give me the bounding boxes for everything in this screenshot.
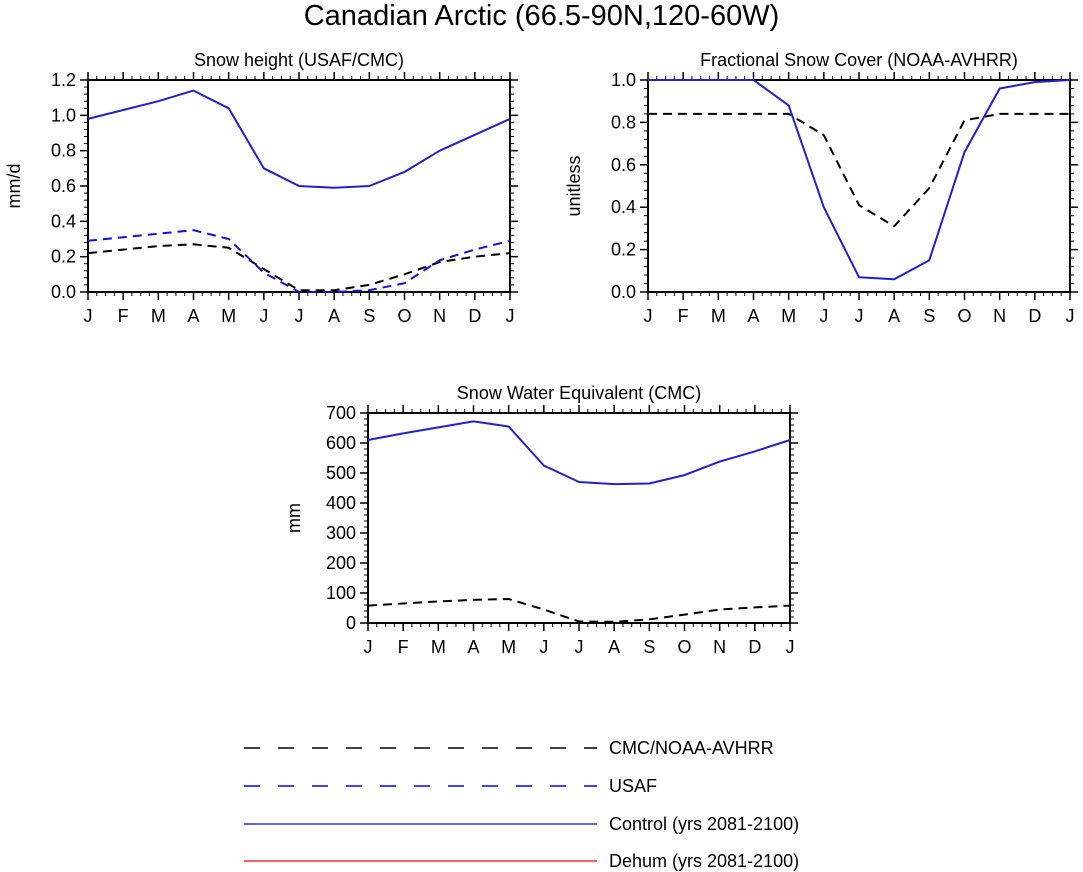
x-tick-label: J [506,306,515,326]
panel-title: Snow Water Equivalent (CMC) [457,383,701,403]
x-tick-label: A [888,306,900,326]
y-tick-label: 400 [326,493,356,513]
x-tick-label: J [295,306,304,326]
x-tick-label: O [957,306,971,326]
series-line-cmc-noaa-avhrr [648,112,1070,228]
y-tick-label: 1.0 [51,105,76,125]
plot-frame [647,79,1071,293]
x-tick-label: O [677,637,691,657]
legend-label-cmc: CMC/NOAA-AVHRR [609,738,774,758]
y-axis-label: mm [284,503,304,533]
x-tick-label: N [713,637,726,657]
y-axis-label: unitless [564,155,584,216]
x-tick-label: J [819,306,828,326]
x-tick-label: F [118,306,129,326]
x-tick-label: J [855,306,864,326]
y-tick-label: 0.0 [51,282,76,302]
x-tick-label: J [644,306,653,326]
x-tick-label: M [151,306,166,326]
x-tick-label: M [711,306,726,326]
series-line-control-yrs-2081-2100 [87,89,511,189]
y-tick-label: 0.0 [611,282,636,302]
x-tick-label: S [643,637,655,657]
y-tick-label: 0.4 [51,211,76,231]
x-tick-label: M [781,306,796,326]
x-tick-label: S [363,306,375,326]
x-tick-label: J [575,637,584,657]
y-tick-label: 0 [346,613,356,633]
x-tick-label: A [608,637,620,657]
y-tick-label: 0.8 [51,141,76,161]
x-tick-label: D [748,637,761,657]
y-tick-label: 1.0 [611,70,636,90]
y-tick-label: 600 [326,433,356,453]
x-tick-label: A [747,306,759,326]
series-line-cmc-noaa-avhrr [87,243,511,292]
x-tick-label: J [364,637,373,657]
figure-title: Canadian Arctic (66.5-90N,120-60W) [303,0,780,32]
x-tick-label: J [1066,306,1075,326]
series-line-usaf [87,229,511,293]
x-tick-label: M [501,637,516,657]
x-tick-label: F [398,637,409,657]
panel-title: Snow height (USAF/CMC) [194,50,404,70]
x-tick-label: A [328,306,340,326]
x-tick-label: D [468,306,481,326]
y-tick-label: 500 [326,463,356,483]
y-tick-label: 200 [326,553,356,573]
plot-frame [367,412,791,624]
y-tick-label: 0.6 [51,176,76,196]
panel-title: Fractional Snow Cover (NOAA-AVHRR) [700,50,1018,70]
series-line-cmc-noaa-avhrr [367,598,791,623]
x-tick-label: J [259,306,268,326]
legend-lines [244,747,597,862]
x-tick-label: J [84,306,93,326]
x-tick-label: N [433,306,446,326]
x-tick-label: D [1028,306,1041,326]
x-tick-label: A [187,306,199,326]
x-tick-label: J [539,637,548,657]
snow-water-equivalent-panel: Snow Water Equivalent (CMC) mm J F M A M J J A S O N… [284,383,798,657]
y-tick-label: 0.6 [611,155,636,175]
legend-label-dehum: Dehum (yrs 2081-2100) [609,851,800,871]
y-axis-label: mm/d [4,164,24,209]
y-tick-label: 300 [326,523,356,543]
x-tick-label: M [431,637,446,657]
x-tick-label: J [786,637,795,657]
y-tick-label: 1.2 [51,70,76,90]
legend-label-control: Control (yrs 2081-2100) [609,814,800,834]
series-line-control-yrs-2081-2100 [367,420,791,486]
y-tick-label: 0.2 [611,240,636,260]
x-tick-label: M [221,306,236,326]
fractional-snow-cover-panel: Fractional Snow Cover (NOAA-AVHRR) unitle… [564,50,1078,326]
x-tick-label: F [678,306,689,326]
x-tick-label: N [993,306,1006,326]
snow-height-panel: Snow height (USAF/CMC)mm/dJ F M A M J J A S O N D J0… [4,50,518,326]
x-tick-label: A [467,637,479,657]
y-tick-label: 100 [326,583,356,603]
series-line-control-yrs-2081-2100 [648,79,1071,281]
x-tick-label: O [397,306,411,326]
legend-label-usaf: USAF [609,776,658,796]
x-tick-label: S [923,306,935,326]
y-tick-label: 700 [326,403,356,423]
y-tick-label: 0.4 [611,197,636,217]
y-tick-label: 0.2 [51,247,76,267]
y-tick-label: 0.8 [611,112,636,132]
